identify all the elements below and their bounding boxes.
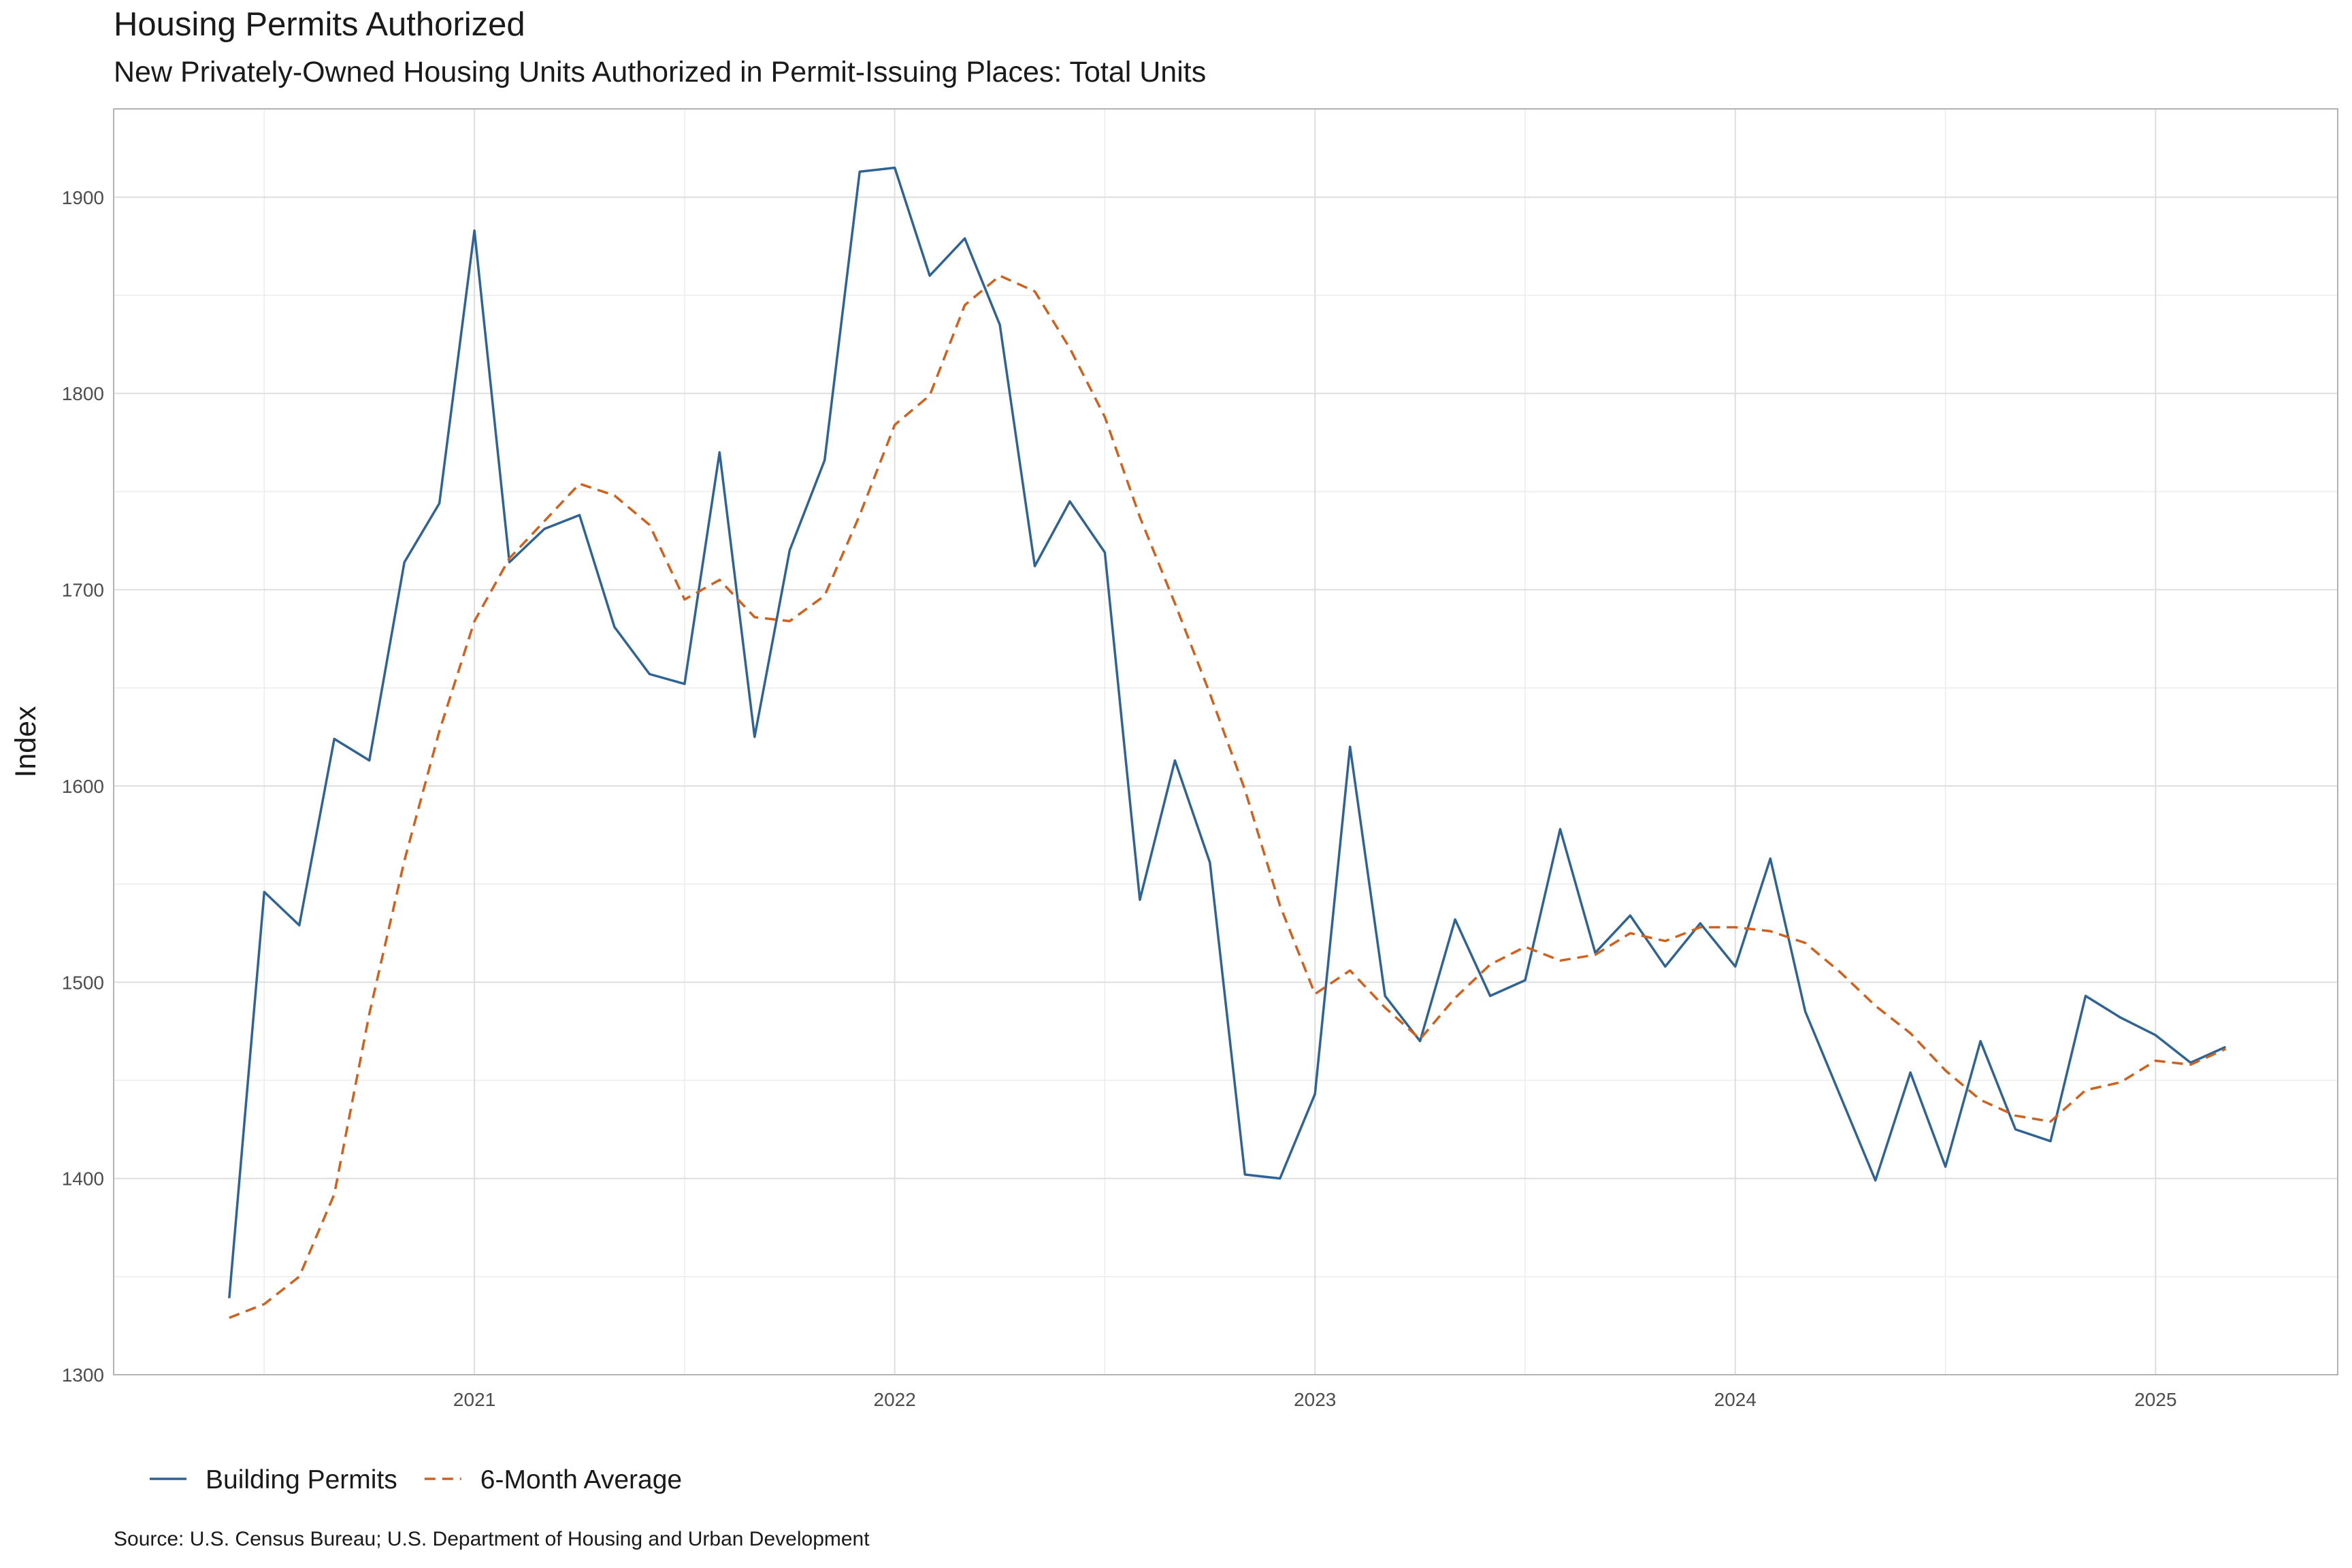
chart-subtitle: New Privately-Owned Housing Units Author… [114,56,1207,88]
y-tick-label: 1900 [62,187,104,208]
gridlines [114,109,2338,1375]
legend: Building Permits 6-Month Average [150,1465,682,1494]
legend-label: Building Permits [206,1465,397,1494]
legend-label: 6-Month Average [480,1465,682,1494]
y-tick-label: 1600 [62,776,104,797]
y-tick-label: 1500 [62,972,104,993]
y-tick-label: 1800 [62,383,104,404]
y-tick-label: 1700 [62,580,104,601]
x-tick-label: 2025 [2134,1389,2176,1410]
chart-title: Housing Permits Authorized [114,6,525,43]
x-tick-label: 2024 [1714,1389,1757,1410]
series-points [229,167,2226,1298]
x-tick-label: 2022 [874,1389,916,1410]
six-month-average-line [229,274,2227,1320]
series-lines [228,166,2227,1320]
chart-caption: Source: U.S. Census Bureau; U.S. Departm… [114,1528,870,1550]
y-axis-ticks: 1300 1400 1500 1600 1700 1800 1900 [62,187,104,1386]
building-permits-line [228,166,2227,1298]
y-tick-label: 1400 [62,1169,104,1190]
y-axis-title: Index [10,706,42,778]
x-tick-label: 2023 [1294,1389,1336,1410]
x-axis-ticks: 2021 2022 2023 2024 2025 [453,1389,2177,1410]
plot-panel [113,108,2338,1375]
y-tick-label: 1300 [62,1365,104,1386]
x-tick-label: 2021 [453,1389,495,1410]
series-points [229,276,2226,1318]
